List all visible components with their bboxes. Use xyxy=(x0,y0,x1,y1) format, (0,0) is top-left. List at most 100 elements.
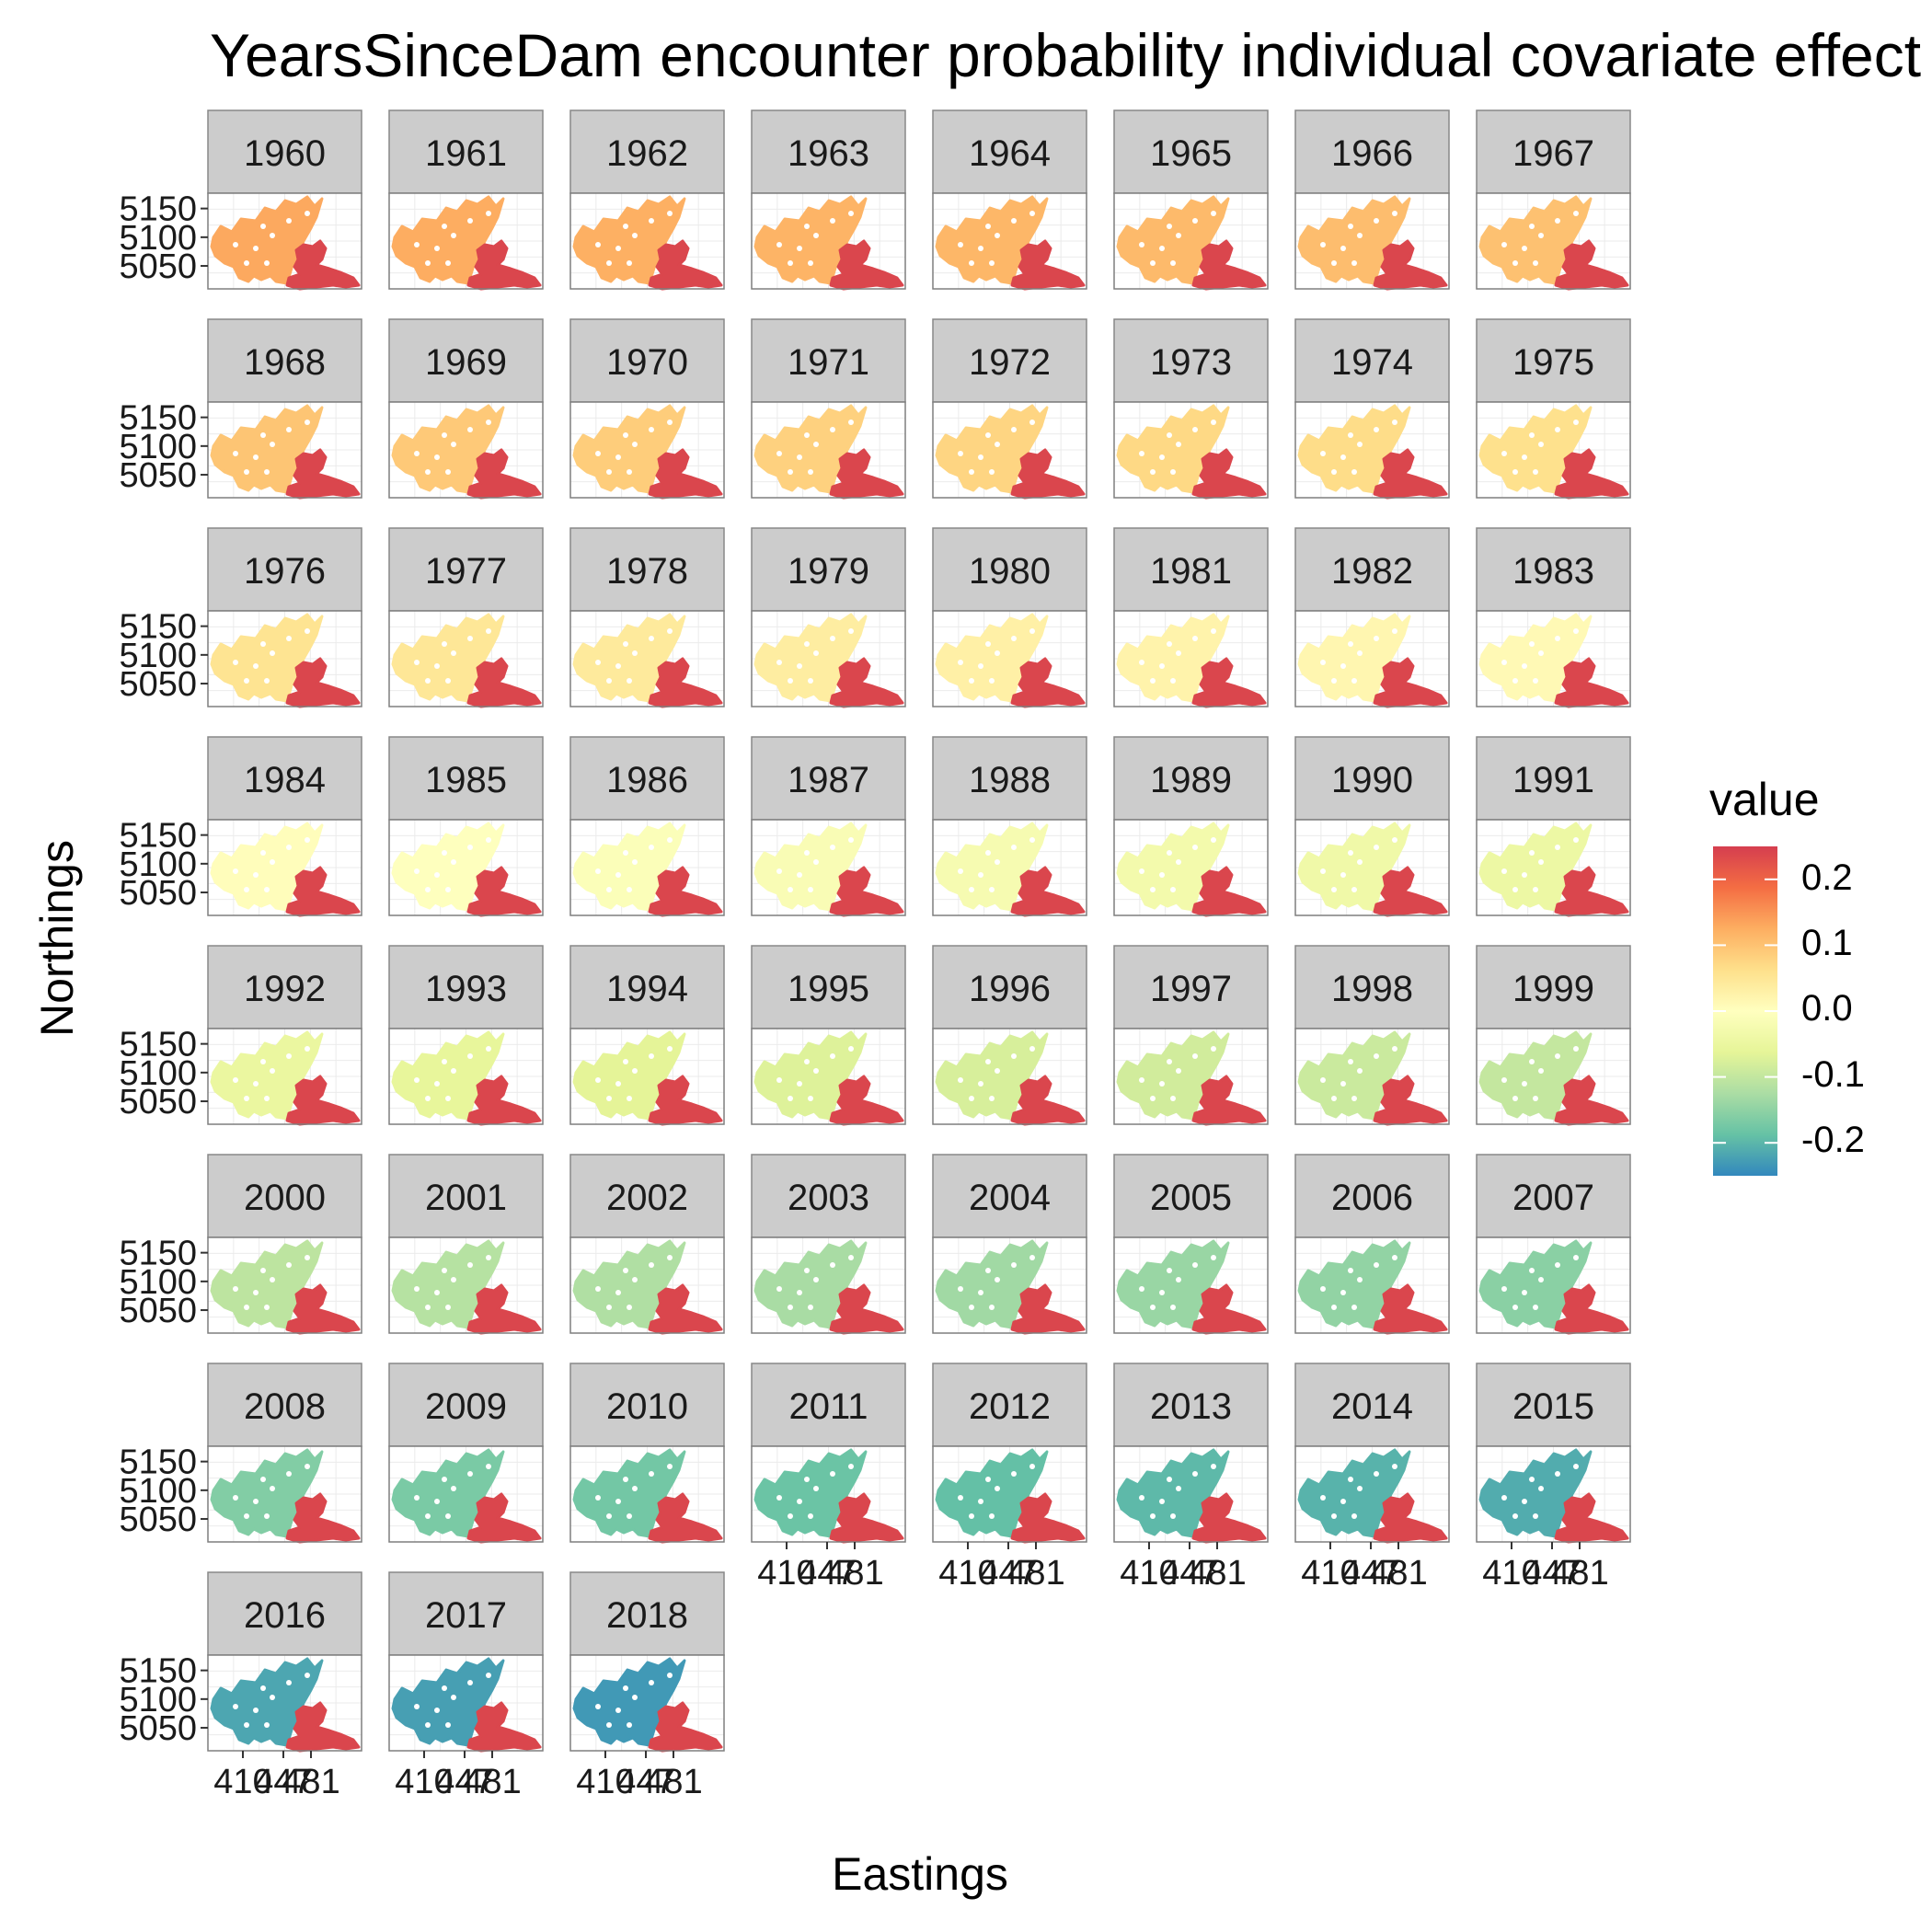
map-gap xyxy=(1139,451,1144,456)
facet-strip xyxy=(1294,109,1450,194)
map-gap xyxy=(1167,1268,1172,1273)
facet-panel: 1987 xyxy=(751,736,906,917)
map-gap xyxy=(264,1513,270,1519)
map-gap xyxy=(1501,1077,1507,1083)
downstream-region xyxy=(829,657,904,708)
chart-title: YearsSinceDam encounter probability indi… xyxy=(210,21,1922,89)
map-gap xyxy=(1529,432,1535,438)
map-gap xyxy=(1139,1286,1144,1292)
map-panel-border xyxy=(751,192,906,290)
map-gap xyxy=(1533,678,1538,684)
map-gap xyxy=(606,1513,612,1519)
map-gap xyxy=(1331,260,1337,266)
map-panel-border xyxy=(388,1236,544,1334)
map-gap xyxy=(1139,660,1144,665)
facet-panel: 2004 xyxy=(932,1154,1087,1335)
map-panel-border xyxy=(751,610,906,707)
facet-strip xyxy=(388,1154,544,1238)
facet-label: 2006 xyxy=(1331,1178,1413,1218)
map-gap xyxy=(1522,1499,1527,1504)
facet-label: 2003 xyxy=(788,1178,869,1218)
y-tick-label: 5100 xyxy=(119,637,197,675)
facet-panel: 1974 xyxy=(1294,318,1450,500)
x-tick-label: 447 xyxy=(616,1763,674,1801)
y-tick-label: 5150 xyxy=(119,1652,197,1691)
map-panel-border xyxy=(751,819,906,916)
facet-panel: 1985 xyxy=(388,736,544,917)
facet-label: 1972 xyxy=(969,342,1051,383)
map-gap xyxy=(649,1053,654,1059)
downstream-region xyxy=(466,1492,542,1544)
facet-panel: 1970 xyxy=(569,318,725,500)
map-gap xyxy=(623,432,628,438)
downstream-region xyxy=(1373,1283,1448,1335)
map-gap xyxy=(486,1255,491,1260)
map-gap xyxy=(1150,260,1156,266)
map-gap xyxy=(1351,469,1357,475)
map-gap xyxy=(1320,660,1326,665)
map-panel-border xyxy=(207,1445,362,1543)
map-gap xyxy=(451,650,456,656)
map-gap xyxy=(1555,427,1560,432)
downstream-region xyxy=(1554,657,1629,708)
facet-strip xyxy=(1294,1363,1450,1447)
map-gap xyxy=(1348,1268,1353,1273)
map-gap xyxy=(270,1695,275,1700)
map-gap xyxy=(1159,872,1165,878)
map-gap xyxy=(978,454,983,460)
map-gap xyxy=(1192,218,1198,224)
downstream-region xyxy=(829,1492,904,1544)
facet-strip xyxy=(1294,736,1450,821)
map-gap xyxy=(1512,678,1518,684)
facet-strip xyxy=(1294,1154,1450,1238)
map-panel-border xyxy=(1294,1236,1450,1334)
facet-label: 1981 xyxy=(1150,551,1232,592)
map-gap xyxy=(1348,1477,1353,1482)
map-gap xyxy=(1357,859,1363,865)
x-tick-label: 410 xyxy=(576,1763,634,1801)
map-gap xyxy=(958,242,963,247)
downstream-region xyxy=(1554,239,1629,291)
map-gap xyxy=(445,1096,451,1101)
map-gap xyxy=(1529,1477,1535,1482)
map-gap xyxy=(1340,1290,1346,1295)
map-gap xyxy=(615,1708,621,1713)
facet-label: 1962 xyxy=(606,133,688,174)
map-gap xyxy=(797,1499,802,1504)
map-gap xyxy=(1192,845,1198,850)
map-gap xyxy=(606,469,612,475)
map-gap xyxy=(985,1268,991,1273)
map-gap xyxy=(1522,1081,1527,1087)
facet-panel: 1963 xyxy=(751,109,906,291)
map-gap xyxy=(623,1268,628,1273)
facet-panel: 1995 xyxy=(751,945,906,1126)
map-panel-border xyxy=(569,1654,725,1752)
map-panel-border xyxy=(1294,819,1450,916)
map-gap xyxy=(233,1704,238,1709)
x-tick-label: 410 xyxy=(938,1554,996,1593)
downstream-region xyxy=(1191,1075,1267,1126)
map-gap xyxy=(995,1068,1000,1074)
facet-strip xyxy=(569,736,725,821)
map-gap xyxy=(969,887,974,892)
map-gap xyxy=(305,420,310,425)
facet-label: 1986 xyxy=(606,760,688,800)
map-gap xyxy=(623,641,628,647)
facet-label: 2018 xyxy=(606,1595,688,1636)
map-gap xyxy=(425,469,431,475)
map-gap xyxy=(467,218,473,224)
facet-panel: 1983 xyxy=(1476,527,1631,708)
facet-label: 1998 xyxy=(1331,969,1413,1009)
map-panel-border xyxy=(1113,1028,1269,1125)
downstream-region xyxy=(285,239,361,291)
map-gap xyxy=(1029,1464,1035,1469)
map-panel-border xyxy=(207,192,362,290)
map-gap xyxy=(1159,1081,1165,1087)
map-gap xyxy=(1538,1068,1544,1074)
downstream-region xyxy=(1191,239,1267,291)
map-gap xyxy=(1357,442,1363,447)
downstream-region xyxy=(1191,657,1267,708)
map-gap xyxy=(270,233,275,238)
map-gap xyxy=(1340,1081,1346,1087)
map-gap xyxy=(1150,1513,1156,1519)
